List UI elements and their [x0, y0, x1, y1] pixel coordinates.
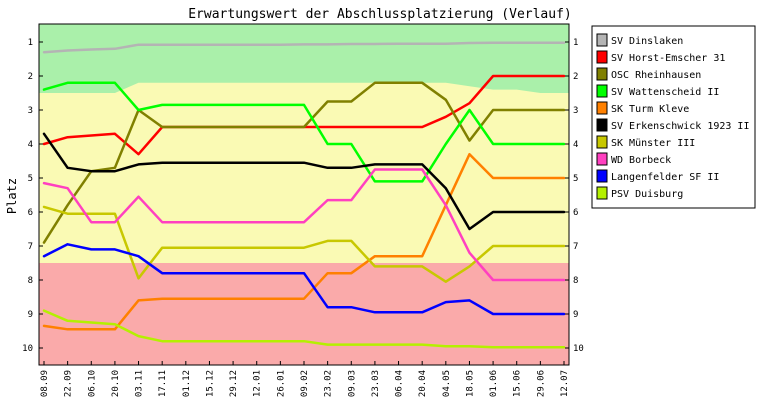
y-tick-label-left: 2: [28, 72, 33, 82]
series-line-1: [42, 41, 566, 54]
x-tick-label: 26.01: [276, 370, 286, 397]
x-tick-label: 06.10: [87, 370, 97, 397]
y-tick-label-left: 4: [28, 140, 33, 150]
x-tick-label: 18.05: [466, 370, 476, 397]
legend-swatch-1: [596, 33, 608, 47]
x-tick-label: 15.06: [513, 370, 523, 397]
x-tick-label: 06.04: [395, 370, 405, 397]
x-tick-label: 12.07: [560, 370, 570, 397]
legend-swatch-5: [596, 101, 608, 115]
legend: SV Dinslaken SV Horst-Emscher 31 OSC Rhein…: [591, 25, 756, 209]
y-tick-label-right: 10: [573, 344, 584, 354]
x-tick-label: 17.11: [158, 370, 168, 397]
series-line-9: [42, 243, 566, 316]
x-tick-label: 04.05: [442, 370, 452, 397]
y-tick-label-right: 5: [573, 174, 578, 184]
band-bottom: [39, 263, 569, 365]
y-tick-label-right: 7: [573, 242, 578, 252]
y-tick-label-left: 8: [28, 276, 33, 286]
x-tick-label: 09.03: [347, 370, 357, 397]
y-axis-label: Platz: [5, 178, 19, 214]
y-axis-left: 1 2 3 4 5 6 7 8 9 10: [22, 38, 43, 354]
legend-label-8: WD Borbeck: [611, 155, 671, 166]
legend-label-5: SK Turm Kleve: [611, 104, 689, 115]
y-tick-label-left: 9: [28, 310, 33, 320]
y-tick-label-right: 1: [573, 38, 578, 48]
y-tick-label-left: 6: [28, 208, 33, 218]
x-tick-label: 23.02: [324, 370, 334, 397]
series-lines: [42, 41, 566, 349]
y-tick-label-left: 3: [28, 106, 33, 116]
series-line-8: [42, 168, 566, 282]
series-line-5: [42, 152, 566, 331]
legend-swatch-9: [596, 169, 608, 183]
x-tick-label: 09.02: [300, 370, 310, 397]
x-tick-label: 03.11: [135, 370, 145, 397]
y-tick-label-right: 2: [573, 72, 578, 82]
background-bands: [39, 24, 569, 365]
chart-title: Erwartungswert der Abschlussplatzierung …: [188, 7, 572, 22]
y-tick-label-left: 10: [22, 344, 33, 354]
y-tick-label-right: 4: [573, 140, 578, 150]
y-tick-label-right: 8: [573, 276, 578, 286]
y-tick-label-right: 6: [573, 208, 578, 218]
legend-swatch-2: [596, 50, 608, 64]
x-tick-label: 01.06: [489, 370, 499, 397]
legend-swatch-4: [596, 84, 608, 98]
y-tick-label-left: 7: [28, 242, 33, 252]
x-tick-label: 15.12: [206, 370, 216, 397]
legend-label-3: OSC Rheinhausen: [611, 70, 701, 81]
series-line-3: [42, 81, 566, 244]
series-line-6: [42, 132, 566, 231]
legend-swatch-8: [596, 152, 608, 166]
y-tick-label-right: 3: [573, 106, 578, 116]
y-tick-label-right: 9: [573, 310, 578, 320]
y-axis-right: 1 2 3 4 5 6 7 8 9 10: [565, 38, 584, 354]
x-tick-label: 12.01: [253, 370, 263, 397]
legend-frame: [591, 25, 756, 209]
x-tick-label: 20.04: [418, 370, 428, 397]
series-line-10: [42, 309, 566, 349]
legend-label-6: SV Erkenschwick 1923 II: [611, 121, 749, 132]
legend-label-4: SV Wattenscheid II: [611, 87, 719, 98]
x-tick-label: 01.12: [182, 370, 192, 397]
y-tick-label-left: 1: [28, 38, 33, 48]
x-tick-label: 20.10: [111, 370, 121, 397]
legend-label-1: SV Dinslaken: [611, 36, 683, 47]
legend-label-7: SK Münster III: [611, 138, 695, 149]
series-line-7: [42, 205, 566, 283]
x-tick-label: 08.09: [40, 370, 50, 397]
legend-label-10: PSV Duisburg: [611, 189, 683, 200]
x-tick-label: 29.06: [536, 370, 546, 397]
legend-swatch-10: [596, 186, 608, 200]
y-tick-label-left: 5: [28, 174, 33, 184]
legend-swatch-7: [596, 135, 608, 149]
x-tick-label: 22.09: [64, 370, 74, 397]
legend-swatch-3: [596, 67, 608, 81]
legend-label-2: SV Horst-Emscher 31: [611, 53, 725, 64]
band-top: [39, 24, 569, 93]
legend-label-9: Langenfelder SF II: [611, 172, 719, 183]
x-tick-label: 29.12: [229, 370, 239, 397]
series-line-4: [42, 81, 566, 183]
x-tick-label: 23.03: [371, 370, 381, 397]
legend-swatch-6: [596, 118, 608, 132]
x-axis: 08.09 22.09 06.10 20.10 03.11 17.11 01.12 15.12…: [40, 361, 570, 397]
